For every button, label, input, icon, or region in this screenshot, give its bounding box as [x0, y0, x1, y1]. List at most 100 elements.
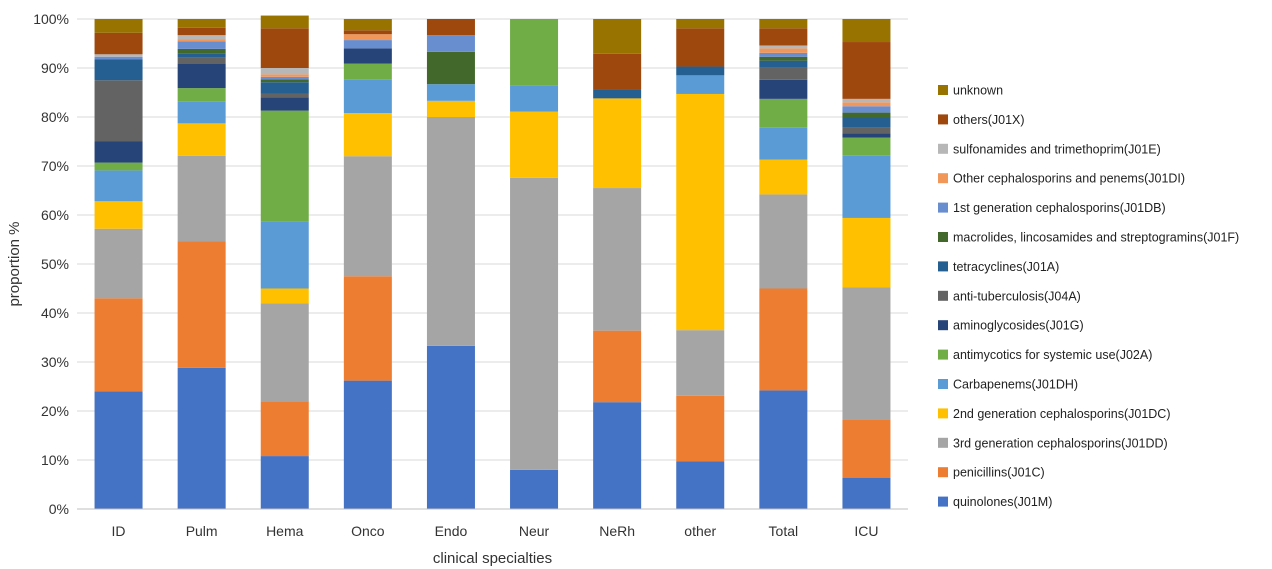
bar-segment	[426, 117, 475, 346]
bar-segment	[94, 201, 143, 229]
bar-segment	[177, 101, 226, 124]
y-tick-labels: 0% 10% 20% 30% 40% 50% 60% 70% 80% 90% 100%	[33, 11, 69, 517]
bar-segment	[343, 48, 392, 64]
bar-segment	[94, 298, 143, 392]
x-tick-label: ID	[112, 523, 126, 539]
bar-segment	[593, 330, 642, 403]
bar-segment	[260, 93, 309, 98]
bar-segment	[842, 127, 891, 134]
bar-segment	[343, 113, 392, 157]
bar-segment	[842, 133, 891, 138]
bar-segment	[343, 380, 392, 509]
bar-segment	[593, 98, 642, 189]
bar-segment	[842, 98, 891, 103]
y-tick-label: 80%	[41, 109, 69, 125]
legend-label: quinolones(J01M)	[953, 495, 1052, 509]
bar-segment	[759, 19, 808, 29]
legend-swatch	[938, 496, 948, 507]
legend-swatch	[938, 437, 948, 448]
y-tick-label: 40%	[41, 305, 69, 321]
bar-segment	[842, 19, 891, 43]
y-axis-title: proportion %	[6, 221, 23, 306]
bar-segment	[676, 93, 725, 331]
bars	[94, 15, 891, 509]
bar-segment	[94, 32, 143, 55]
legend: unknown others(J01X) sulfonamides and trim…	[938, 84, 1239, 509]
bar-segment	[260, 79, 309, 83]
bar-stack-hema	[260, 15, 309, 509]
bar-stack-pulm	[177, 19, 226, 509]
bar-segment	[759, 98, 808, 128]
bar-segment	[343, 156, 392, 277]
legend-label: Other cephalosporins and penems(J01DI)	[953, 172, 1185, 186]
bar-segment	[593, 53, 642, 90]
bar-segment	[177, 27, 226, 36]
y-tick-label: 10%	[41, 452, 69, 468]
bar-segment	[94, 170, 143, 202]
bar-segment	[260, 76, 309, 80]
x-tick-label: other	[684, 523, 716, 539]
legend-swatch	[938, 202, 948, 213]
x-tick-label: Onco	[351, 523, 385, 539]
legend-item: anti-tuberculosis(J04A)	[938, 289, 1081, 303]
bar-segment	[177, 63, 226, 89]
bar-segment	[593, 402, 642, 509]
bar-segment	[426, 345, 475, 509]
legend-label: anti-tuberculosis(J04A)	[953, 289, 1081, 303]
bar-segment	[676, 19, 725, 29]
legend-swatch	[938, 349, 948, 360]
bar-segment	[426, 51, 475, 85]
bar-segment	[759, 45, 808, 49]
bar-segment	[842, 112, 891, 118]
bar-segment	[842, 217, 891, 288]
bar-segment	[759, 194, 808, 289]
bar-segment	[260, 110, 309, 222]
bar-segment	[842, 102, 891, 107]
bar-segment	[177, 155, 226, 242]
legend-swatch	[938, 379, 948, 389]
bar-segment	[94, 141, 143, 163]
y-tick-label: 70%	[41, 158, 69, 174]
y-tick-label: 50%	[41, 256, 69, 272]
bar-segment	[177, 367, 226, 509]
bar-stack-nerh	[593, 19, 642, 509]
y-tick-label: 100%	[33, 11, 69, 27]
legend-item: antimycotics for systemic use(J02A)	[938, 348, 1152, 362]
bar-segment	[94, 59, 143, 81]
bar-segment	[260, 401, 309, 457]
x-tick-label: Endo	[435, 523, 468, 539]
legend-item: unknown	[938, 84, 1003, 98]
legend-item: aminoglycosides(J01G)	[938, 319, 1084, 333]
x-tick-label: Neur	[519, 523, 550, 539]
bar-segment	[842, 137, 891, 156]
bar-stack-total	[759, 19, 808, 509]
bar-segment	[842, 42, 891, 99]
bar-segment	[426, 19, 475, 36]
legend-item: others(J01X)	[938, 113, 1025, 127]
y-tick-label: 0%	[49, 501, 69, 517]
x-tick-label: Pulm	[186, 523, 218, 539]
bar-segment	[343, 63, 392, 80]
bar-segment	[510, 111, 559, 178]
legend-item: 3rd generation cephalosporins(J01DD)	[938, 436, 1168, 450]
legend-swatch	[938, 85, 948, 95]
legend-swatch	[938, 232, 948, 242]
bar-segment	[676, 75, 725, 94]
bar-segment	[177, 19, 226, 28]
legend-label: 1st generation cephalosporins(J01DB)	[953, 201, 1166, 215]
legend-item: Other cephalosporins and penems(J01DI)	[938, 172, 1185, 186]
legend-label: 2nd generation cephalosporins(J01DC)	[953, 407, 1171, 421]
bar-segment	[343, 79, 392, 114]
bar-segment	[94, 391, 143, 509]
bar-segment	[759, 127, 808, 160]
x-tick-label: NeRh	[599, 523, 635, 539]
bar-segment	[426, 100, 475, 117]
bar-segment	[94, 54, 143, 57]
bar-stack-neur	[510, 19, 559, 509]
legend-label: sulfonamides and trimethoprim(J01E)	[953, 142, 1161, 156]
bar-segment	[593, 188, 642, 331]
legend-label: 3rd generation cephalosporins(J01DD)	[953, 436, 1168, 450]
bar-segment	[260, 82, 309, 94]
bar-segment	[676, 66, 725, 76]
